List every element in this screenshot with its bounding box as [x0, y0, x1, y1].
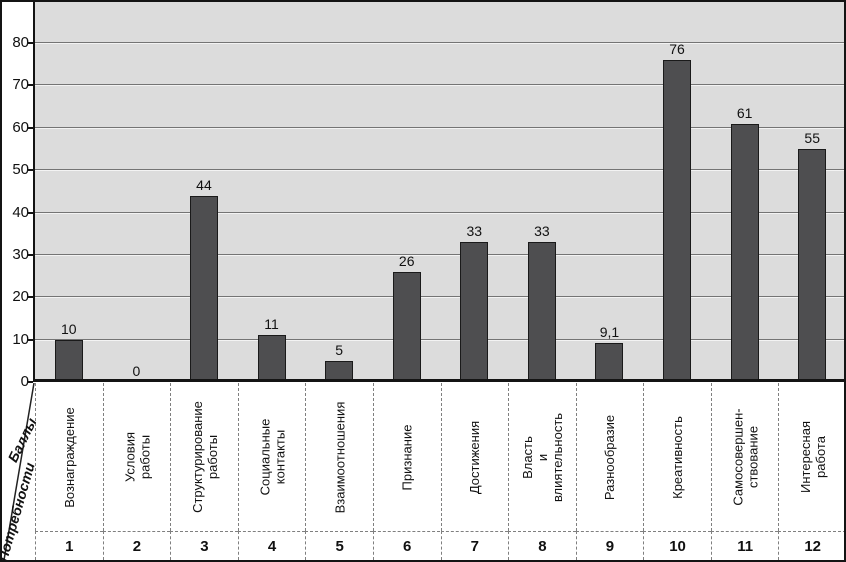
x-axis-line: [33, 379, 844, 382]
y-tick-mark: [27, 253, 33, 256]
gridline: [35, 84, 844, 86]
category-label: Креативность: [670, 415, 686, 499]
x-axis-table: Вознаграждение 1 Условия работы 2 Структурир…: [35, 383, 844, 560]
category-cell: Условия работы: [102, 383, 171, 531]
bar-value-label: 9,1: [599, 324, 620, 341]
y-tick-label: 60: [12, 118, 29, 136]
bar-value-label: 5: [335, 341, 344, 358]
category-cell: Признание: [372, 383, 441, 531]
bar: [798, 148, 827, 382]
category-number: 6: [372, 531, 441, 560]
category-cell: Социальные контакты: [237, 383, 306, 531]
bar-value-label: 76: [669, 40, 685, 57]
y-tick-label: 80: [12, 34, 29, 51]
bar-value-label: 44: [196, 176, 212, 193]
gridline: [35, 296, 844, 298]
bar-value-label: 11: [264, 316, 279, 333]
category-label: Самосовершен- ствование: [730, 408, 761, 506]
bar: [527, 242, 556, 382]
y-tick-label: 30: [12, 245, 29, 263]
category-cell: Креативность: [643, 383, 711, 531]
y-tick-mark: [27, 211, 33, 214]
category-number: 7: [440, 531, 509, 560]
bar: [257, 335, 286, 382]
y-axis-line: [33, 2, 35, 382]
category-label: Структурирование работы: [189, 401, 220, 513]
category-number: 1: [35, 531, 103, 560]
gridline: [35, 42, 844, 43]
category-number: 12: [778, 531, 844, 560]
category-label: Вознаграждение: [61, 406, 77, 508]
category-cell: Самосовершен- ствование: [710, 383, 779, 531]
bar-value-label: 55: [804, 129, 820, 146]
category-cell: Разнообразие: [575, 383, 644, 531]
bar: [460, 242, 489, 382]
y-tick-mark: [27, 84, 33, 87]
y-tick-mark: [27, 338, 33, 341]
gridline: [35, 169, 844, 171]
category-number: 2: [102, 531, 171, 560]
category-number: 5: [305, 531, 373, 560]
y-tick-label: 20: [12, 288, 29, 306]
category-cell: Власть и влиятельность: [508, 383, 576, 531]
bar: [663, 59, 692, 382]
bar-value-label: 33: [534, 223, 550, 240]
gridline: [35, 253, 844, 255]
y-tick-mark: [27, 296, 33, 299]
bar: [189, 195, 218, 382]
y-tick-label: 10: [12, 330, 29, 348]
category-cell: Интересная работа: [778, 383, 844, 531]
category-cell: Достижения: [440, 383, 509, 531]
bar-value-label: 26: [398, 252, 415, 269]
category-cell: Структурирование работы: [170, 383, 238, 531]
bar-value-label: 61: [736, 104, 753, 121]
category-number: 10: [643, 531, 711, 560]
plot-area: 10 0 44 11 5 26 33 33 9,1 76 61 55: [35, 2, 844, 382]
bar: [595, 343, 624, 382]
axis-corner: Баллы Потребности: [2, 383, 40, 560]
category-number: 9: [575, 531, 644, 560]
category-label: Социальные контакты: [257, 418, 288, 496]
category-number: 8: [508, 531, 576, 560]
bar: [392, 271, 421, 382]
y-tick-mark: [27, 126, 33, 129]
gridline: [35, 126, 844, 128]
y-axis-tick-labels: 0 10 20 30 40 50 60 70 80: [2, 2, 29, 390]
category-cell: Взаимоотношения: [305, 383, 373, 531]
category-label: Власть и влиятельность: [519, 412, 565, 502]
bar: [54, 339, 83, 382]
gridline: [35, 211, 844, 213]
bar-value-label: 10: [60, 320, 77, 337]
category-label: Разнообразие: [602, 414, 618, 500]
category-label: Достижения: [467, 420, 483, 494]
bar: [730, 123, 759, 382]
axis-corner-diagonal-line: [3, 383, 35, 560]
category-number: 3: [170, 531, 238, 560]
y-tick-mark: [27, 381, 33, 383]
gridline: [35, 338, 844, 340]
category-label: Признание: [399, 424, 415, 490]
category-number: 4: [237, 531, 306, 560]
category-label: Интересная работа: [797, 421, 828, 493]
category-label: Условия работы: [121, 431, 152, 483]
bar-value-label: 0: [132, 363, 141, 379]
category-number: 11: [710, 531, 779, 560]
y-tick-mark: [27, 169, 33, 172]
category-label: Взаимоотношения: [332, 401, 348, 513]
y-tick-label: 40: [12, 203, 29, 221]
bar-value-label: 33: [466, 223, 483, 240]
y-tick-label: 70: [12, 76, 29, 94]
y-tick-label: 0: [20, 373, 29, 390]
y-tick-mark: [27, 42, 33, 44]
y-tick-label: 50: [12, 161, 29, 179]
category-cell: Вознаграждение: [35, 383, 103, 531]
